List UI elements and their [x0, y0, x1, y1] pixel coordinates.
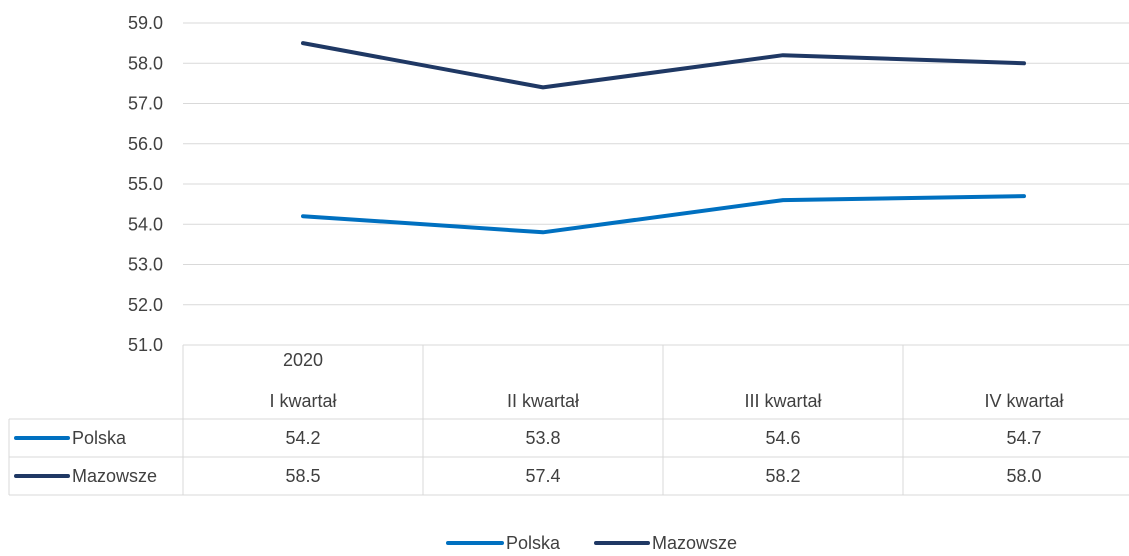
data-label: 58.0	[1006, 466, 1041, 486]
row-label: Mazowsze	[72, 466, 157, 486]
x-category-label: I kwartał	[269, 391, 336, 411]
data-label: 58.2	[765, 466, 800, 486]
y-tick-label: 57.0	[128, 94, 163, 114]
y-tick-label: 59.0	[128, 13, 163, 33]
data-label: 53.8	[525, 428, 560, 448]
gridlines	[183, 22, 1129, 346]
y-axis-tick-labels: 51.0 52.0 53.0 54.0 55.0 56.0 57.0 58.0 59.0	[128, 13, 163, 355]
legend-label: Mazowsze	[652, 533, 737, 553]
series-line-polska	[301, 194, 1026, 235]
legend-label: Polska	[506, 533, 561, 553]
x-category-label: II kwartał	[507, 391, 579, 411]
x-category-label: III kwartał	[744, 391, 821, 411]
y-tick-label: 53.0	[128, 255, 163, 275]
series-lines	[301, 41, 1026, 235]
row-label: Polska	[72, 428, 127, 448]
y-tick-label: 56.0	[128, 134, 163, 154]
y-tick-label: 55.0	[128, 174, 163, 194]
data-label: 54.6	[765, 428, 800, 448]
data-table: 2020 I kwartał II kwartał III kwartał IV kwa…	[8, 345, 1129, 496]
series-line-mazowsze	[301, 41, 1026, 90]
y-tick-label: 51.0	[128, 335, 163, 355]
data-label: 57.4	[525, 466, 560, 486]
y-tick-label: 52.0	[128, 295, 163, 315]
y-tick-label: 58.0	[128, 53, 163, 73]
x-category-label: IV kwartał	[984, 391, 1063, 411]
legend: Polska Mazowsze	[446, 533, 737, 553]
data-label: 54.2	[285, 428, 320, 448]
data-label: 58.5	[285, 466, 320, 486]
y-tick-label: 54.0	[128, 214, 163, 234]
data-label: 54.7	[1006, 428, 1041, 448]
category-group-label: 2020	[283, 350, 323, 370]
